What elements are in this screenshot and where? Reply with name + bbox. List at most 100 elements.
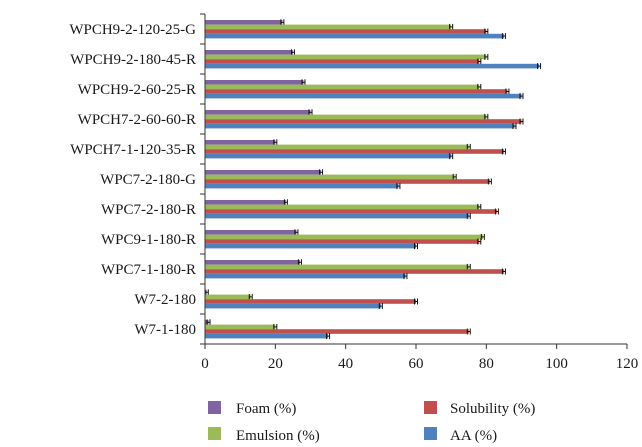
bar-solubility xyxy=(205,239,480,244)
bar-aa xyxy=(205,123,515,129)
bar-emulsion xyxy=(205,54,487,60)
bar-solubility xyxy=(205,119,522,124)
bar-emulsion xyxy=(205,324,276,330)
bar-emulsion xyxy=(205,174,455,180)
error-bar xyxy=(273,139,278,146)
error-bar xyxy=(308,109,313,116)
x-tick-label: 0 xyxy=(201,356,209,372)
legend: Foam (%) Solubility (%) Emulsion (%) AA … xyxy=(208,401,535,444)
error-bar xyxy=(519,118,524,125)
error-bar xyxy=(487,178,492,185)
category-label: W7-2-180 xyxy=(134,292,196,308)
bar-foam xyxy=(205,200,286,205)
bar-aa xyxy=(205,333,329,339)
bar-solubility xyxy=(205,179,490,184)
category-label: WPCH9-2-60-25-R xyxy=(78,82,196,98)
error-bar xyxy=(466,213,471,220)
category-label: WPCH7-2-60-60-R xyxy=(78,112,196,128)
category-label: WPCH9-2-180-45-R xyxy=(70,52,196,68)
bar-emulsion xyxy=(205,114,487,120)
legend-swatch-emulsion xyxy=(208,427,221,440)
bar-aa xyxy=(205,303,381,309)
legend-swatch-solubility xyxy=(424,401,437,414)
bar-aa xyxy=(205,213,469,219)
error-bar xyxy=(301,79,306,86)
x-tick-label: 80 xyxy=(479,356,494,372)
x-tick-label: 100 xyxy=(545,356,568,372)
bar-emulsion xyxy=(205,234,483,240)
error-bar xyxy=(403,273,408,280)
bar-emulsion xyxy=(205,144,469,150)
bar-aa xyxy=(205,33,504,39)
bar-emulsion xyxy=(205,294,251,300)
error-bar xyxy=(477,58,482,65)
error-bar xyxy=(319,169,324,176)
error-bar xyxy=(396,183,401,190)
error-bar xyxy=(378,303,383,310)
category-label: WPCH9-2-120-25-G xyxy=(69,22,196,38)
error-bar xyxy=(466,328,471,335)
error-bar xyxy=(449,153,454,160)
bar-emulsion xyxy=(205,264,469,270)
x-tick-label: 20 xyxy=(268,356,283,372)
bar-emulsion xyxy=(205,24,452,30)
bar-emulsion xyxy=(205,204,480,210)
category-label: WPC7-2-180-R xyxy=(101,202,196,218)
error-bar xyxy=(477,203,482,210)
error-bar xyxy=(294,229,299,236)
x-tick-labels: 0 20 40 60 80 100 120 xyxy=(201,344,638,372)
x-tick-label: 40 xyxy=(338,356,353,372)
error-bar xyxy=(290,49,295,56)
bar-solubility xyxy=(205,29,487,34)
error-bar xyxy=(206,319,211,326)
x-tick-label: 60 xyxy=(409,356,424,372)
error-bar xyxy=(501,268,506,275)
bar-solubility xyxy=(205,89,508,94)
bar-aa xyxy=(205,63,540,69)
bar-aa xyxy=(205,153,452,159)
error-bar xyxy=(466,263,471,270)
error-bar xyxy=(414,243,418,250)
category-label: WPC7-2-180-G xyxy=(100,172,196,188)
bar-foam xyxy=(205,50,293,55)
bar-solubility xyxy=(205,269,504,274)
error-bar xyxy=(484,113,489,120)
bar-foam xyxy=(205,140,276,145)
error-bar xyxy=(519,93,524,100)
error-bar xyxy=(326,333,331,340)
bar-emulsion xyxy=(205,84,480,90)
bar-foam xyxy=(205,230,297,235)
bar-aa xyxy=(205,93,522,99)
error-bar xyxy=(501,33,506,40)
error-bar xyxy=(297,259,302,266)
bar-solubility xyxy=(205,59,480,64)
error-bar xyxy=(480,233,485,240)
error-bar xyxy=(494,208,499,215)
bar-solubility xyxy=(205,299,416,304)
error-bar xyxy=(505,88,510,95)
error-bar xyxy=(537,63,542,70)
bar-aa xyxy=(205,183,399,189)
error-bar xyxy=(477,83,482,90)
category-labels: WPCH9-2-120-25-G WPCH9-2-180-45-R WPCH9-2-… xyxy=(69,22,196,338)
bar-foam xyxy=(205,260,300,265)
error-bar xyxy=(283,199,288,206)
error-bar xyxy=(414,298,418,305)
legend-label-solubility: Solubility (%) xyxy=(450,401,535,417)
bar-foam xyxy=(205,170,322,175)
error-bar xyxy=(248,293,253,300)
error-bar xyxy=(484,28,489,35)
bar-foam xyxy=(205,80,304,85)
bar-solubility xyxy=(205,329,469,334)
x-tick-label: 120 xyxy=(616,356,639,372)
bar-foam xyxy=(205,110,311,115)
legend-label-aa: AA (%) xyxy=(450,428,497,444)
legend-swatch-foam xyxy=(208,401,221,414)
error-bar xyxy=(449,23,454,30)
legend-label-emulsion: Emulsion (%) xyxy=(236,428,320,444)
error-bar xyxy=(477,238,482,245)
error-bar xyxy=(280,19,285,26)
category-label: WPC7-1-180-R xyxy=(101,262,196,278)
category-label: WPC9-1-180-R xyxy=(101,232,196,248)
